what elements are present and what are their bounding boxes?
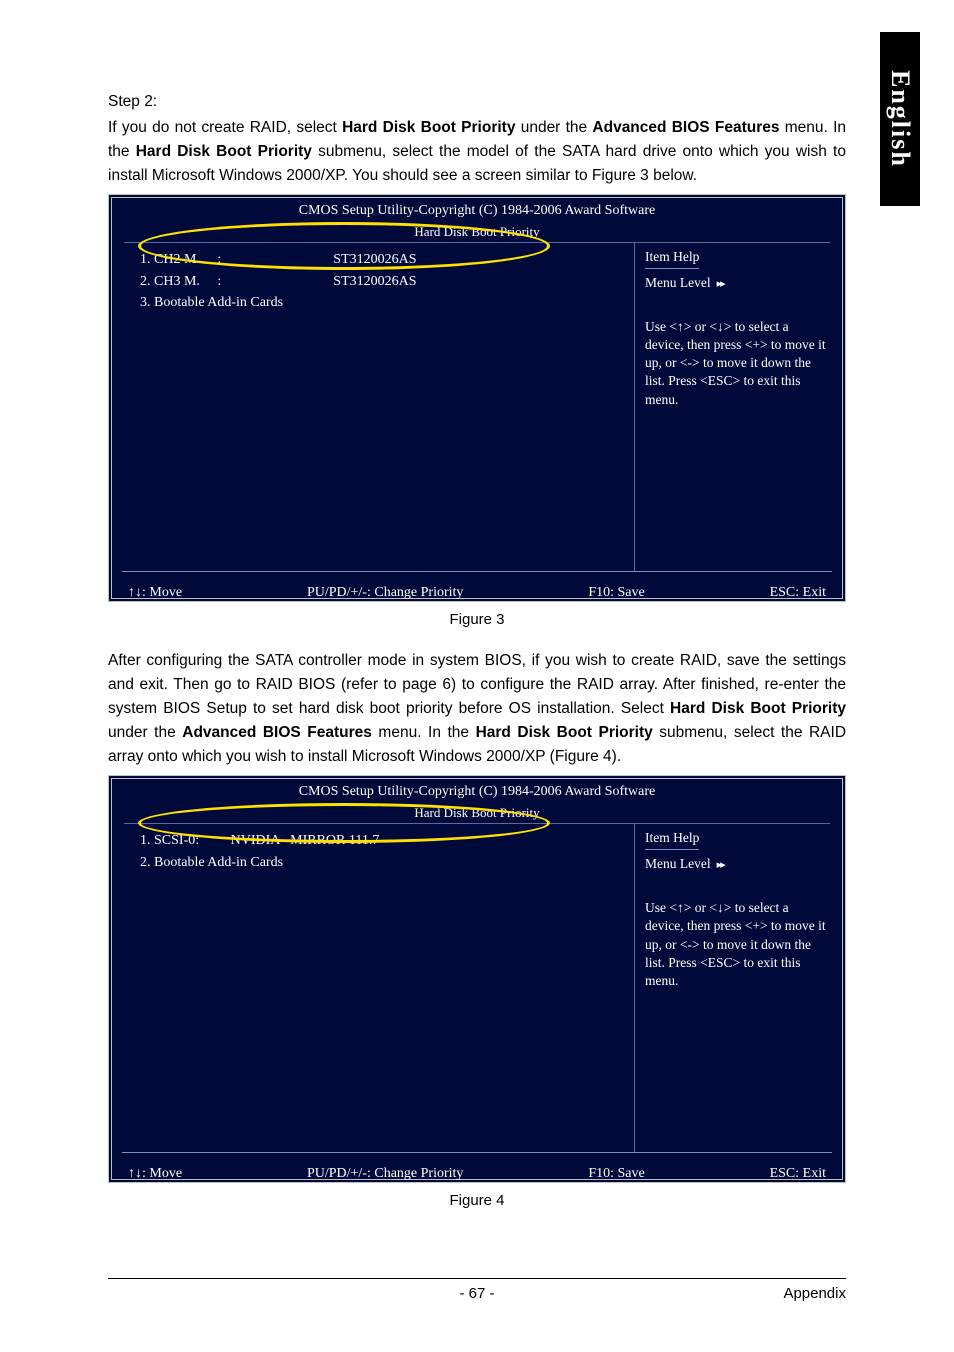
text: under the [108,724,182,741]
help-text: Use <↑> or <↓> to select a device, then … [645,318,826,409]
chevron-right-icon [711,275,724,290]
footer-save: F10: Save [588,1163,644,1185]
footer-move: ↑↓: Move [128,1163,182,1185]
bold-text: Advanced BIOS Features [182,724,372,741]
bios-left-pane: 1. CH2 M. : ST3120026AS 2. CH3 M. : ST31… [120,243,634,571]
bios-row: 1. SCSI-0: NVIDIA MIRROR 111.7 [140,830,630,852]
text: menu. In the [372,724,476,741]
bios-row: 2. CH3 M. : ST3120026AS [140,271,630,293]
bios-screenshot-1: CMOS Setup Utility-Copyright (C) 1984-20… [108,194,846,602]
help-text: Use <↑> or <↓> to select a device, then … [645,899,826,990]
paragraph-1: If you do not create RAID, select Hard D… [108,116,846,188]
bios-footer: ↑↓: Move PU/PD/+/-: Change Priority F10:… [122,1152,832,1197]
bold-text: Advanced BIOS Features [592,119,779,136]
footer-change: PU/PD/+/-: Change Priority [307,582,463,604]
bios-right-pane: Item Help Menu Level Use <↑> or <↓> to s… [634,824,834,1152]
language-sidebar: English [880,32,920,206]
footer-change: PU/PD/+/-: Change Priority [307,1163,463,1185]
footer-move: ↑↓: Move [128,582,182,604]
footer-save: F10: Save [588,582,644,604]
menu-level-label: Menu Level [645,856,711,871]
footer-exit: ESC: Exit [770,1163,826,1185]
text: under the [515,119,592,136]
bios-subheader: Hard Disk Boot Priority [112,803,842,823]
bios-row: 2. Bootable Add-in Cards [140,852,630,874]
text: If you do not create RAID, select [108,119,342,136]
bios-header: CMOS Setup Utility-Copyright (C) 1984-20… [112,198,842,222]
bold-text: Hard Disk Boot Priority [476,724,653,741]
page-number: - 67 - [108,1285,846,1302]
bios-row: 1. CH2 M. : ST3120026AS [140,249,630,271]
bios-header: CMOS Setup Utility-Copyright (C) 1984-20… [112,779,842,803]
page-footer: - 67 - Appendix [108,1278,846,1302]
bios-subheader: Hard Disk Boot Priority [112,222,842,242]
bold-text: Hard Disk Boot Priority [136,143,312,160]
bios-left-pane: 1. SCSI-0: NVIDIA MIRROR 111.7 2. Bootab… [120,824,634,1152]
bold-text: Hard Disk Boot Priority [670,700,846,717]
bold-text: Hard Disk Boot Priority [342,119,515,136]
menu-level-label: Menu Level [645,275,711,290]
bios-screenshot-2: CMOS Setup Utility-Copyright (C) 1984-20… [108,775,846,1183]
step-label: Step 2: [108,90,846,114]
item-help-label: Item Help [645,247,699,269]
page-content: Step 2: If you do not create RAID, selec… [0,0,954,1213]
bios-footer: ↑↓: Move PU/PD/+/-: Change Priority F10:… [122,571,832,616]
bios-row: 3. Bootable Add-in Cards [140,292,630,314]
item-help-label: Item Help [645,828,699,850]
footer-exit: ESC: Exit [770,582,826,604]
paragraph-2: After configuring the SATA controller mo… [108,649,846,769]
chevron-right-icon [711,856,724,871]
bios-right-pane: Item Help Menu Level Use <↑> or <↓> to s… [634,243,834,571]
